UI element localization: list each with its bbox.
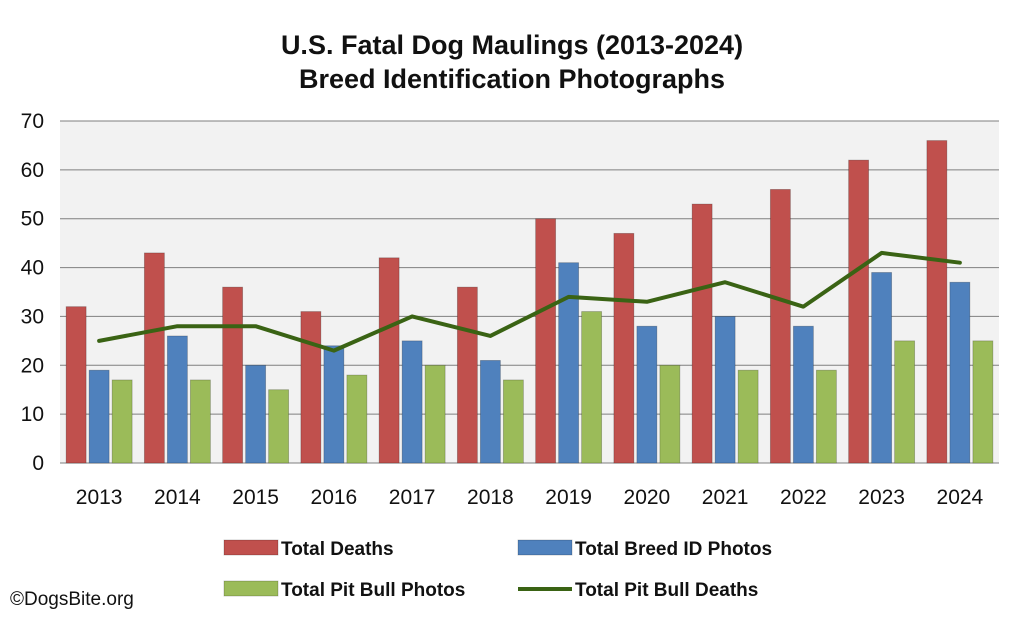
bar-total-deaths: [926, 140, 948, 464]
bar-total-breed-id-photos: [166, 335, 188, 464]
bar-total-pit-bull-photos: [659, 364, 681, 464]
x-tick-label: 2016: [311, 486, 358, 509]
bar-total-breed-id-photos: [558, 262, 580, 464]
bar-total-pit-bull-photos: [268, 389, 290, 464]
legend-label: Total Deaths: [281, 539, 394, 560]
legend-swatch: [223, 580, 279, 597]
copyright-credit: ©DogsBite.org: [10, 589, 134, 610]
bar-total-breed-id-photos: [714, 316, 736, 464]
bar-total-breed-id-photos: [792, 325, 814, 464]
legend-item: Total Breed ID Photos: [517, 539, 772, 560]
bar-total-pit-bull-photos: [581, 311, 603, 464]
legend-item: Total Pit Bull Photos: [223, 580, 465, 601]
x-tick-label: 2022: [780, 486, 827, 509]
chart-title: U.S. Fatal Dog Maulings (2013-2024): [280, 30, 744, 60]
x-tick-label: 2015: [232, 486, 279, 509]
x-tick-label: 2019: [545, 486, 592, 509]
bar-total-pit-bull-photos: [111, 379, 133, 464]
legend-label: Total Breed ID Photos: [575, 539, 772, 560]
y-tick-label: 50: [21, 208, 44, 231]
x-tick-label: 2013: [76, 486, 123, 509]
y-tick-label: 10: [21, 403, 44, 426]
y-tick-label: 0: [32, 452, 44, 475]
bar-total-pit-bull-photos: [346, 374, 368, 464]
bar-total-pit-bull-photos: [815, 369, 837, 464]
y-tick-label: 30: [21, 305, 44, 328]
x-tick-label: 2018: [467, 486, 514, 509]
bar-total-deaths: [848, 159, 870, 464]
bar-total-breed-id-photos: [871, 272, 893, 464]
bar-total-breed-id-photos: [323, 345, 345, 464]
line-total-pit-bull-deaths: [97, 250, 962, 353]
bar-total-deaths: [143, 252, 165, 464]
bar-total-deaths: [535, 218, 557, 464]
x-tick-label: 2020: [624, 486, 671, 509]
y-tick-label: 40: [21, 257, 44, 280]
x-tick-label: 2014: [154, 486, 201, 509]
bar-total-pit-bull-photos: [502, 379, 524, 464]
chart-subtitle: Breed Identification Photographs: [298, 64, 726, 94]
y-tick-label: 70: [21, 110, 44, 133]
x-tick-label: 2021: [702, 486, 749, 509]
bar-total-pit-bull-photos: [189, 379, 211, 464]
legend-label: Total Pit Bull Photos: [281, 580, 465, 601]
y-tick-label: 20: [21, 354, 44, 377]
x-tick-label: 2024: [937, 486, 984, 509]
bar-total-breed-id-photos: [88, 369, 110, 464]
bar-total-pit-bull-photos: [424, 364, 446, 464]
legend-item: Total Pit Bull Deaths: [518, 580, 758, 601]
bar-total-breed-id-photos: [401, 340, 423, 464]
legend-swatch: [517, 539, 573, 556]
bar-total-pit-bull-photos: [972, 340, 994, 464]
bar-total-deaths: [769, 188, 791, 464]
x-tick-label: 2023: [858, 486, 905, 509]
legend-label: Total Pit Bull Deaths: [575, 580, 758, 601]
bar-total-deaths: [378, 257, 400, 464]
bar-total-deaths: [222, 286, 244, 464]
y-tick-label: 60: [21, 159, 44, 182]
legend-item: Total Deaths: [223, 539, 394, 560]
bar-total-breed-id-photos: [479, 359, 501, 464]
bar-total-pit-bull-photos: [737, 369, 759, 464]
bar-total-deaths: [691, 203, 713, 464]
bar-total-deaths: [613, 232, 635, 464]
plot-background: [60, 121, 999, 463]
bar-total-deaths: [65, 306, 87, 464]
bar-total-pit-bull-photos: [894, 340, 916, 464]
bar-total-breed-id-photos: [636, 325, 658, 464]
bar-total-breed-id-photos: [949, 281, 971, 464]
bar-total-deaths: [300, 311, 322, 464]
bar-total-deaths: [456, 286, 478, 464]
x-tick-label: 2017: [389, 486, 436, 509]
bar-total-breed-id-photos: [245, 364, 267, 464]
legend-swatch: [223, 539, 279, 556]
